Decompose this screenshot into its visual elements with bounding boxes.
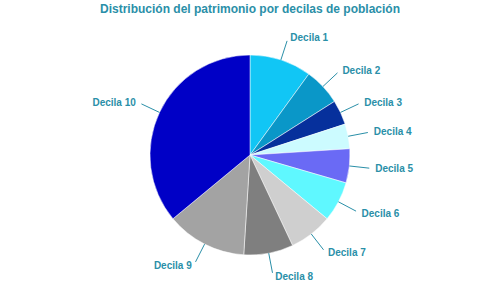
svg-text:Decila 4: Decila 4 <box>374 126 412 137</box>
html-text:Distribución del patrimonio po: Distribución del patrimonio por decilas … <box>100 2 400 16</box>
svg-text:Decila 2: Decila 2 <box>342 65 380 76</box>
svg-text:Decila 9: Decila 9 <box>154 260 192 271</box>
svg-text:Decila 7: Decila 7 <box>328 247 366 258</box>
svg-text:Decila 6: Decila 6 <box>362 208 400 219</box>
svg-text:Decila 8: Decila 8 <box>275 271 313 282</box>
svg-text:Decila 1: Decila 1 <box>290 32 328 43</box>
svg-text:Decila 5: Decila 5 <box>375 163 413 174</box>
svg-text:Decila 3: Decila 3 <box>364 97 402 108</box>
svg-text:Decila 10: Decila 10 <box>92 97 136 108</box>
